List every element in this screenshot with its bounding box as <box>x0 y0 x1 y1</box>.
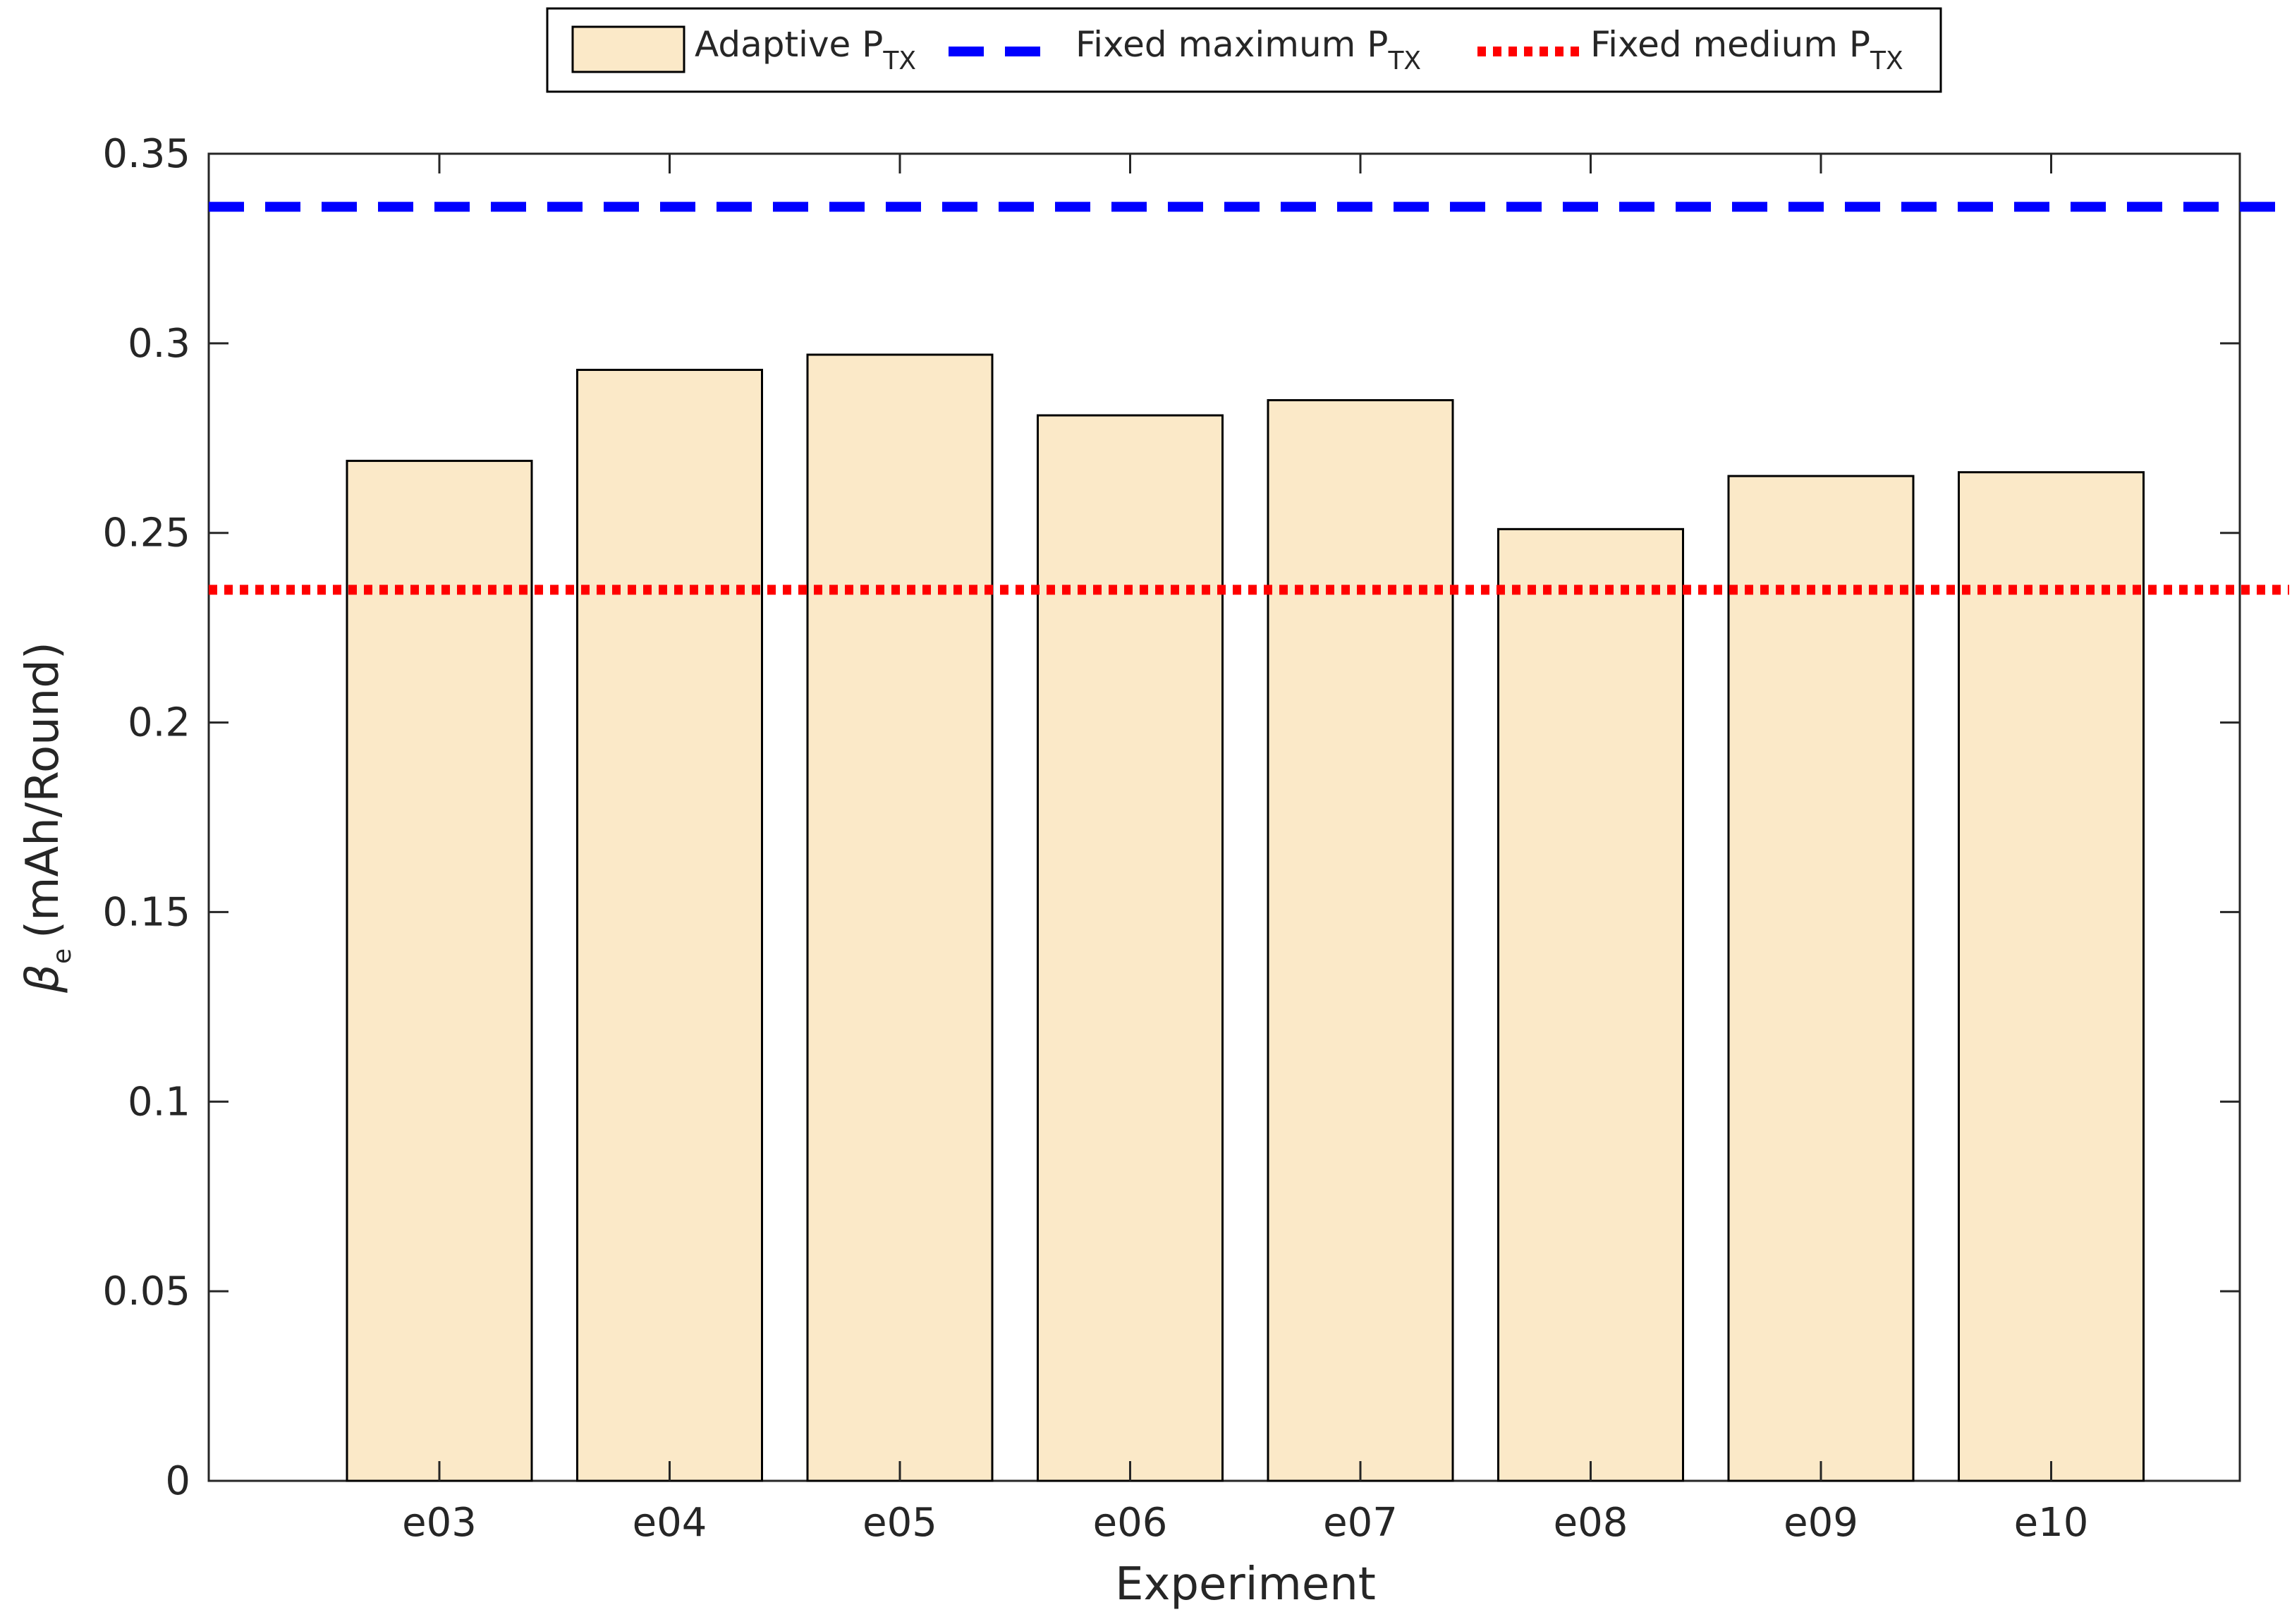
bars-group <box>346 353 2145 1482</box>
y-tick-label: 0.3 <box>128 321 190 367</box>
y-axis-label: βe (mAh/Round) <box>17 642 77 994</box>
x-tick-label: e06 <box>1093 1500 1168 1546</box>
y-tick-label: 0.05 <box>102 1269 190 1314</box>
x-tick-label: e08 <box>1554 1500 1628 1546</box>
y-tick-label: 0.25 <box>102 511 190 556</box>
y-axis-unit: (mAh/Round) <box>17 642 69 939</box>
x-axis-label: Experiment <box>1115 1558 1376 1611</box>
x-tick-label: e03 <box>402 1500 477 1546</box>
bar-e09 <box>1727 475 1915 1482</box>
legend-label-fixed-max: Fixed maximum PTX <box>1075 24 1421 75</box>
bar-e06 <box>1037 414 1224 1482</box>
y-tick-label: 0.35 <box>102 131 190 177</box>
bar-e07 <box>1267 399 1454 1482</box>
legend-label-fixed-medium: Fixed medium PTX <box>1590 24 1903 75</box>
y-axis-symbol-sub: e <box>48 948 77 964</box>
bar-e03 <box>346 460 533 1482</box>
y-tick-label: 0.2 <box>128 700 190 746</box>
legend: Adaptive PTX Fixed maximum PTX Fixed med… <box>546 7 1942 93</box>
y-axis-symbol: β <box>17 964 69 994</box>
x-tick-label: e05 <box>862 1500 937 1546</box>
legend-box <box>546 7 1942 93</box>
y-tick-label: 0.1 <box>128 1079 190 1125</box>
bar-e04 <box>576 368 763 1482</box>
x-tick-label: e04 <box>633 1500 707 1546</box>
reference-lines-group <box>209 202 2289 595</box>
x-tick-label: e10 <box>2014 1500 2089 1546</box>
y-tick-label: 0 <box>165 1458 190 1504</box>
y-tick-label: 0.15 <box>102 889 190 935</box>
legend-label-adaptive: Adaptive PTX <box>695 24 916 75</box>
x-axis-ticks: e03 e04 e05 e06 e07 e08 e09 e10 <box>402 154 2088 1546</box>
bar-e05 <box>806 353 994 1482</box>
y-axis-ticks: 0 0.05 0.1 0.15 0.2 0.25 0.3 0.35 <box>102 131 2240 1504</box>
bar-e08 <box>1497 527 1684 1482</box>
x-tick-label: e07 <box>1323 1500 1398 1546</box>
x-tick-label: e09 <box>1784 1500 1858 1546</box>
bar-e10 <box>1958 471 2145 1482</box>
svg-text:βe(mAh/Round): βe (mAh/Round) <box>17 642 77 994</box>
legend-swatch-adaptive <box>571 25 685 73</box>
